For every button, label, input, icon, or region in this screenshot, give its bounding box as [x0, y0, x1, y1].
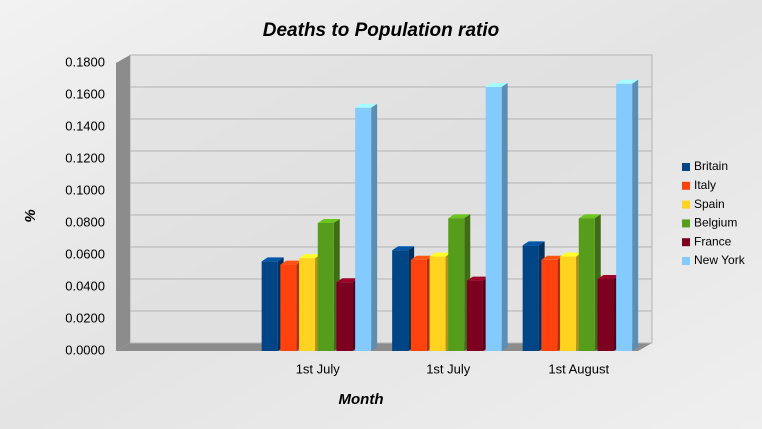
bar: [355, 107, 372, 351]
bar: [597, 279, 614, 351]
y-tick-label: 0.0200: [65, 310, 105, 325]
y-tick-label: 0.1400: [65, 118, 105, 133]
y-tick-label: 0.0400: [65, 278, 105, 293]
y-tick-label: 0.1200: [65, 150, 105, 165]
legend-label: Britain: [694, 159, 728, 173]
bar-top: [429, 252, 452, 257]
bar-top: [261, 257, 284, 262]
legend-label: New York: [694, 253, 746, 267]
bar-top: [597, 275, 620, 279]
y-tick-label: 0.0000: [65, 342, 105, 357]
y-tick-label: 0.1600: [65, 86, 105, 101]
bar-top: [299, 254, 322, 259]
bar-top: [392, 246, 415, 251]
bar-side: [632, 79, 639, 352]
legend-swatch: [682, 181, 690, 190]
bar-top: [616, 79, 639, 84]
bar: [485, 87, 502, 351]
bar-side: [371, 103, 378, 351]
y-tick-label: 0.1000: [65, 182, 105, 197]
x-tick-label: 1st July: [296, 361, 341, 376]
bar-top: [560, 252, 583, 257]
bar-top: [522, 241, 545, 246]
legend-swatch: [682, 238, 690, 247]
y-tick-label: 0.1800: [65, 54, 105, 69]
legend-swatch: [682, 257, 690, 265]
chart-title: Deaths to Population ratio: [263, 20, 499, 41]
legend-label: France: [694, 234, 732, 248]
bar: [448, 218, 465, 351]
legend-swatch: [682, 200, 690, 209]
bar-top: [317, 219, 340, 223]
y-tick-label: 0.0800: [65, 214, 105, 229]
bar-top: [410, 255, 433, 260]
bar: [392, 250, 409, 351]
x-tick-label: 1st August: [548, 361, 609, 376]
bar: [410, 259, 427, 351]
bar: [560, 256, 577, 351]
y-axis-label: %: [22, 209, 39, 222]
side-wall: [116, 55, 130, 351]
legend-label: Belgium: [694, 216, 737, 230]
bar: [317, 223, 334, 351]
bar: [578, 218, 595, 351]
bar-top: [485, 83, 508, 87]
bar: [280, 264, 297, 351]
legend-swatch: [682, 163, 690, 171]
bar-top: [280, 260, 303, 265]
x-tick-label: 1st July: [426, 361, 471, 376]
bar-top: [355, 103, 378, 108]
bar-top: [578, 214, 601, 219]
bar: [299, 258, 316, 351]
bar-side: [501, 83, 508, 351]
x-axis-label: Month: [339, 391, 384, 408]
legend-label: Spain: [694, 197, 725, 211]
bar-top: [466, 276, 489, 281]
legend-swatch: [682, 219, 690, 228]
y-tick-label: 0.0600: [65, 246, 105, 261]
bar: [429, 256, 446, 351]
bar: [541, 259, 558, 351]
bar-top: [336, 278, 359, 283]
bar: [522, 245, 539, 351]
bar: [336, 282, 353, 351]
bar: [616, 83, 633, 352]
bar: [261, 261, 278, 351]
floor: [116, 343, 652, 351]
bar-top: [541, 255, 564, 260]
bar-top: [448, 214, 471, 219]
legend-label: Italy: [694, 178, 716, 192]
bar: [466, 280, 483, 351]
